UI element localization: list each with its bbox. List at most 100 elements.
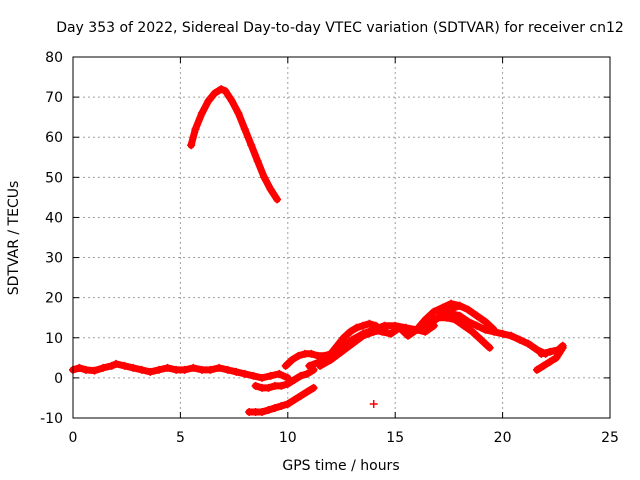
data-point-marker [358, 331, 367, 340]
data-point-marker [187, 141, 196, 150]
data-point-marker [249, 371, 258, 380]
data-point-marker [545, 357, 554, 366]
series-markers-arc-high [187, 85, 282, 204]
x-tick-label: 10 [279, 430, 297, 446]
data-point-marker [253, 157, 262, 166]
data-point-marker [305, 361, 314, 370]
data-point-marker [404, 331, 413, 340]
data-point-marker [283, 399, 292, 408]
data-point-marker [378, 327, 387, 336]
plot-frame [72, 56, 611, 419]
y-tick-label: 20 [45, 291, 63, 307]
data-point-marker [189, 363, 198, 372]
data-point-marker [283, 379, 292, 388]
data-point-marker [240, 369, 249, 378]
x-tick-label: 15 [386, 430, 404, 446]
data-point-marker [429, 307, 438, 316]
data-point-marker [204, 97, 213, 106]
data-point-marker [326, 355, 335, 364]
series-arc-peak [413, 300, 498, 334]
data-point-marker [438, 303, 447, 312]
data-point-marker [232, 367, 241, 376]
data-point-marker [303, 369, 312, 378]
x-tick-label: 25 [601, 430, 619, 446]
data-point-marker [221, 87, 230, 96]
data-point-marker [468, 327, 477, 336]
data-point-marker [234, 109, 243, 118]
data-point-marker [163, 363, 172, 372]
data-point-marker [455, 311, 464, 320]
data-point-marker [296, 391, 305, 400]
data-point-marker [303, 387, 312, 396]
data-point-marker [532, 345, 541, 354]
data-series [69, 85, 567, 416]
y-tick-label: 60 [45, 130, 63, 146]
data-point-marker [294, 351, 303, 360]
data-point-marker [154, 365, 163, 374]
data-point-marker [223, 365, 232, 374]
data-point-marker [264, 383, 273, 392]
data-point-marker [447, 299, 456, 308]
data-point-marker [215, 363, 224, 372]
series-markers-arc-peak3 [434, 313, 494, 352]
data-point-marker [507, 331, 516, 340]
data-point-marker [258, 407, 267, 416]
data-point-marker [266, 371, 275, 380]
data-point-marker [217, 85, 226, 94]
data-point-marker [442, 313, 451, 322]
data-point-marker [81, 365, 90, 374]
data-point-marker [537, 349, 546, 358]
data-point-marker [146, 367, 155, 376]
data-point-marker [412, 325, 421, 334]
data-point-marker [281, 361, 290, 370]
y-tick-label: 10 [45, 331, 63, 347]
data-point-marker [455, 301, 464, 310]
data-point-marker [290, 375, 299, 384]
series-markers-arc-dip [251, 365, 318, 392]
data-point-marker [490, 327, 499, 336]
data-point-marker [316, 361, 325, 370]
data-point-marker [464, 317, 473, 326]
data-point-marker [172, 365, 181, 374]
data-point-marker [107, 361, 116, 370]
data-point-marker [481, 317, 490, 326]
y-tick-label: 70 [45, 90, 63, 106]
data-point-marker [307, 349, 316, 358]
y-tick-label: 30 [45, 251, 63, 267]
grid [73, 57, 610, 418]
tick-labels: 0 5 10 15 20 25 -10 0 10 20 30 40 50 60 70 80 [40, 50, 619, 446]
data-point-marker [554, 345, 563, 354]
y-tick-label: 0 [54, 371, 63, 387]
data-point-marker [348, 339, 357, 348]
data-point-marker [481, 325, 490, 334]
x-tick-label: 20 [494, 430, 512, 446]
data-point-marker [498, 329, 507, 338]
series-arc-end2 [537, 342, 567, 358]
data-point-marker [539, 361, 548, 370]
data-point-marker [137, 365, 146, 374]
data-point-marker [395, 323, 404, 332]
data-point-marker [120, 361, 129, 370]
data-point-marker [227, 97, 236, 106]
data-point-marker [180, 365, 189, 374]
data-point-marker [277, 401, 286, 410]
data-point-marker [545, 347, 554, 356]
x-tick-label: 5 [176, 430, 185, 446]
data-point-marker [421, 327, 430, 336]
data-point-marker [515, 335, 524, 344]
data-point-marker [277, 381, 286, 390]
series-markers-arc-end2 [537, 341, 567, 358]
data-point-marker [99, 363, 108, 372]
data-point-marker [288, 355, 297, 364]
data-point-marker [270, 403, 279, 412]
data-point-marker [434, 313, 443, 322]
data-point-marker [266, 185, 275, 194]
data-point-marker [309, 383, 318, 392]
data-point-marker [247, 141, 256, 150]
data-point-marker [358, 321, 367, 330]
axis-ticks [72, 56, 611, 419]
series-arc-high [187, 85, 281, 203]
data-point-marker [90, 366, 99, 375]
data-point-marker [464, 305, 473, 314]
chart-title: Day 353 of 2022, Sidereal Day-to-day VTE… [56, 20, 624, 36]
